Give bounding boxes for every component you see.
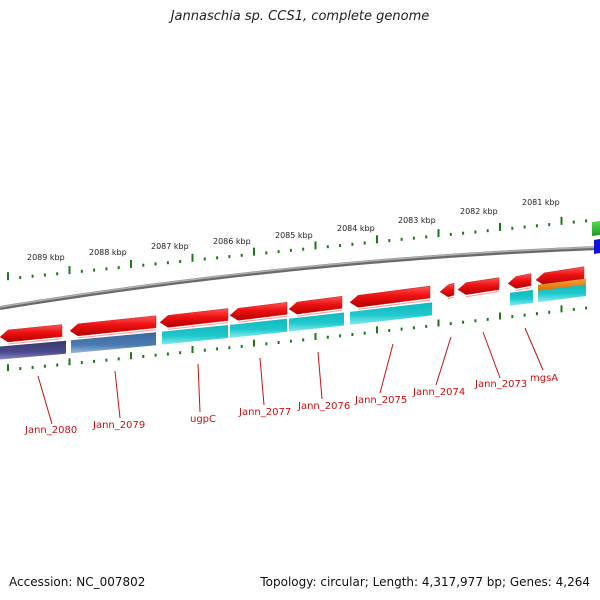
scale-label: 2081 kbp bbox=[522, 198, 560, 207]
gene-arrow-shadow bbox=[77, 329, 157, 339]
feature-track bbox=[0, 221, 600, 360]
gene-label: Jann_2074 bbox=[412, 387, 465, 398]
gene-arrow bbox=[69, 315, 157, 337]
backbone-outline bbox=[0, 246, 600, 310]
feature-blue-partial bbox=[594, 239, 600, 254]
feature-bar-purple bbox=[0, 340, 66, 360]
label-leader-line bbox=[197, 363, 201, 413]
feature-bar-steel bbox=[71, 332, 156, 354]
gene-label-leaders bbox=[37, 327, 544, 425]
gene-labels: Jann_2080 Jann_2079 ugpC Jann_2077 Jann_… bbox=[24, 373, 558, 436]
feature-bar-cyan bbox=[230, 318, 287, 338]
gene-label: Jann_2076 bbox=[297, 401, 350, 412]
gene-arrow bbox=[349, 285, 431, 308]
scale-label: 2084 kbp bbox=[337, 224, 375, 233]
map-title: Jannaschia sp. CCS1, complete genome bbox=[170, 9, 430, 24]
label-leader-line bbox=[114, 370, 121, 419]
gene-arrow bbox=[457, 277, 500, 295]
feature-bar-cyan bbox=[162, 325, 228, 345]
gene-arrow bbox=[229, 302, 288, 321]
feature-bar-cyan bbox=[289, 312, 344, 332]
gene-label: Jann_2080 bbox=[24, 425, 77, 436]
gene-label: Jann_2075 bbox=[354, 395, 407, 406]
label-leader-line bbox=[482, 331, 501, 379]
gene-label: ugpC bbox=[190, 414, 216, 425]
label-leader-line bbox=[259, 357, 265, 406]
label-leader-line bbox=[379, 343, 394, 394]
accession-text: Accession: NC_007802 bbox=[9, 575, 146, 589]
gene-arrow-shadow bbox=[357, 299, 431, 310]
gene-arrow-shadow bbox=[167, 322, 229, 330]
scale-label: 2089 kbp bbox=[27, 253, 65, 262]
scale-label: 2083 kbp bbox=[398, 216, 436, 225]
feature-bar-orange bbox=[538, 278, 586, 291]
scale-label: 2085 kbp bbox=[275, 231, 313, 240]
gene-label: Jann_2073 bbox=[474, 379, 527, 390]
gene-arrow bbox=[159, 308, 229, 328]
gene-label: Jann_2079 bbox=[92, 420, 145, 431]
gene-arrow-shadow bbox=[515, 287, 532, 291]
lower-scale-ticks bbox=[7, 305, 588, 372]
genome-summary-text: Topology: circular; Length: 4,317,977 bp… bbox=[260, 575, 590, 589]
gene-arrow bbox=[439, 282, 455, 298]
genome-backbone bbox=[0, 246, 600, 310]
gene-arrow-shadow bbox=[447, 296, 455, 300]
label-leader-line bbox=[524, 327, 544, 371]
label-leader-line bbox=[435, 336, 452, 386]
label-leader-line bbox=[37, 375, 53, 425]
gene-arrow bbox=[288, 295, 343, 315]
scale-label: 2088 kbp bbox=[89, 248, 127, 257]
gene-arrow bbox=[0, 324, 63, 343]
scale-labels: 2089 kbp 2088 kbp 2087 kbp 2086 kbp 2085… bbox=[27, 198, 560, 262]
feature-bar-cyan bbox=[510, 289, 533, 306]
gene-arrow bbox=[507, 273, 532, 289]
scale-label: 2087 kbp bbox=[151, 242, 189, 251]
gene-arrow-shadow bbox=[7, 338, 63, 345]
label-leader-line bbox=[317, 351, 323, 400]
scale-label: 2086 kbp bbox=[213, 237, 251, 246]
gene-label: mgsA bbox=[530, 373, 558, 384]
upper-scale-ticks bbox=[7, 216, 588, 281]
gene-arrow-shadow bbox=[465, 291, 500, 298]
gene-arrow-shadow bbox=[296, 309, 343, 317]
feature-green-partial bbox=[592, 221, 600, 236]
scale-label: 2082 kbp bbox=[460, 207, 498, 216]
gene-arrow-shadow bbox=[237, 315, 288, 323]
gene-label: Jann_2077 bbox=[238, 407, 291, 418]
feature-bar-cyan bbox=[350, 302, 432, 325]
backbone-highlight bbox=[0, 246, 600, 308]
